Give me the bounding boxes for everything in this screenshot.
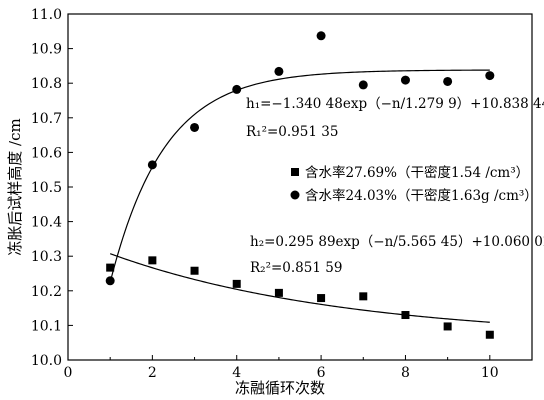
- fit-curve-2: [109, 253, 490, 323]
- data-point-circle: [147, 160, 157, 170]
- x-tick-label: 4: [232, 365, 241, 381]
- data-point-square: [232, 279, 241, 288]
- data-points: [105, 31, 495, 339]
- y-tick-label: 10.4: [31, 215, 62, 231]
- y-tick-label: 10.0: [31, 353, 62, 369]
- y-tick-label: 10.5: [31, 180, 62, 196]
- fit2-equation: h₂=0.295 89exp（−n/5.565 45）+10.060 02: [250, 234, 544, 250]
- data-point-circle: [232, 84, 242, 94]
- y-axis-title: 冻胀后试样高度 /cm: [6, 118, 24, 255]
- data-point-circle: [358, 80, 368, 90]
- fit1-equation: h₁=−1.340 48exp（−n/1.279 9）+10.838 44: [246, 96, 544, 112]
- data-point-circle: [105, 276, 115, 286]
- x-tick-label: 6: [317, 365, 326, 381]
- y-tick-label: 10.2: [31, 284, 62, 300]
- x-axis-title: 冻融循环次数: [235, 379, 325, 397]
- x-tick-label: 0: [64, 365, 73, 381]
- y-tick-label: 10.6: [31, 145, 62, 161]
- data-point-square: [106, 263, 115, 272]
- y-tick-label: 10.3: [31, 249, 62, 265]
- data-point-circle: [316, 31, 326, 41]
- data-point-circle: [400, 75, 410, 85]
- fit1-r2: R₁²=0.951 35: [246, 124, 338, 140]
- data-point-circle: [443, 76, 453, 86]
- fit2-r2: R₂²=0.851 59: [250, 260, 342, 276]
- y-tick-label: 10.9: [31, 42, 62, 58]
- y-tick-label: 11.0: [31, 7, 62, 23]
- y-tick-label: 10.1: [31, 318, 62, 334]
- legend: 含水率27.69%（干密度1.54 /cm³） 含水率24.03%（干密度1.6…: [290, 164, 538, 204]
- x-tick-label: 2: [148, 365, 157, 381]
- data-point-square: [443, 322, 452, 331]
- data-point-circle: [190, 122, 200, 132]
- x-tick-label: 10: [481, 365, 499, 381]
- data-point-square: [359, 292, 368, 301]
- data-point-circle: [485, 71, 495, 81]
- legend-label-series-2: 含水率24.03%（干密度1.63g /cm³）: [305, 187, 538, 204]
- data-point-square: [317, 294, 326, 303]
- y-tick-label: 10.7: [31, 111, 62, 127]
- data-point-square: [148, 256, 157, 265]
- data-point-square: [485, 330, 494, 339]
- data-point-square: [401, 311, 410, 320]
- y-tick-label: 10.8: [31, 76, 62, 92]
- data-point-square: [190, 266, 199, 275]
- data-point-circle: [274, 66, 284, 76]
- legend-marker-square: [291, 168, 299, 176]
- y-axis: 10.0 10.1 10.2 10.3 10.4 10.5 10.6 10.7 10.8 10.9…: [31, 7, 73, 369]
- legend-marker-circle: [290, 190, 300, 200]
- plot-frame: [67, 13, 533, 361]
- x-axis: 0 2 4 6 8 10: [64, 355, 533, 381]
- legend-label-series-1: 含水率27.69%（干密度1.54 /cm³）: [305, 164, 529, 181]
- fit-curve-1: [109, 69, 490, 283]
- x-tick-label: 8: [401, 365, 410, 381]
- data-point-square: [274, 288, 283, 297]
